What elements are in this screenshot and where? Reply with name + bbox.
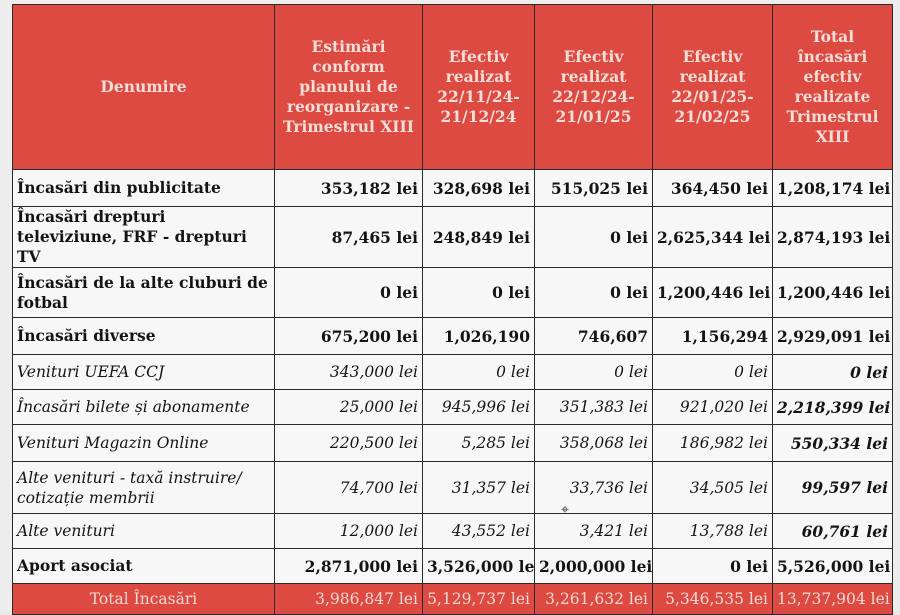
table-row: Venituri UEFA CCJ 343,000 lei 0 lei 0 le… bbox=[12, 354, 893, 390]
cell-value: 921,020 lei bbox=[652, 389, 773, 425]
cell-value: 358,068 lei bbox=[534, 424, 653, 462]
row-label: Încasări bilete și abonamente bbox=[12, 389, 275, 425]
cell-value: 364,450 lei bbox=[652, 169, 773, 207]
header-cell-period-1: Efectiv realizat 22/11/24-21/12/24 bbox=[422, 4, 535, 170]
total-value: 5,346,535 lei bbox=[652, 583, 773, 615]
table-row: Încasări diverse 675,200 lei 1,026,190 7… bbox=[12, 317, 893, 355]
cell-value: 3,526,000 lei bbox=[422, 548, 535, 584]
row-label: Aport asociat bbox=[12, 548, 275, 584]
cell-value: 0 lei bbox=[534, 206, 653, 268]
cell-value: 2,000,000 lei bbox=[534, 548, 653, 584]
cell-value: 0 lei bbox=[652, 354, 773, 390]
row-label: Alte venituri bbox=[12, 513, 275, 549]
total-value: 3,986,847 lei bbox=[274, 583, 423, 615]
cell-value: 343,000 lei bbox=[274, 354, 423, 390]
header-cell-name: Denumire bbox=[12, 4, 275, 170]
cell-value: 0 lei bbox=[534, 354, 653, 390]
cell-value: 1,200,446 lei bbox=[652, 267, 773, 318]
row-label: Încasări din publicitate bbox=[12, 169, 275, 207]
table-row: Alte venituri 12,000 lei 43,552 lei 3,42… bbox=[12, 513, 893, 549]
header-cell-total: Total încasări efectiv realizate Trimest… bbox=[772, 4, 893, 170]
cell-value: 5,285 lei bbox=[422, 424, 535, 462]
total-label: Total Încasări bbox=[12, 583, 275, 615]
table-row: Venituri Magazin Online 220,500 lei 5,28… bbox=[12, 424, 893, 462]
cell-value: 2,218,399 lei bbox=[772, 389, 893, 425]
cell-value: 0 lei bbox=[534, 267, 653, 318]
income-table: Denumire Estimări conform planului de re… bbox=[12, 4, 893, 615]
header-cell-period-2: Efectiv realizat 22/12/24-21/01/25 bbox=[534, 4, 653, 170]
cursor-crosshair-icon: ⌖ bbox=[561, 502, 569, 518]
cell-value: 31,357 lei bbox=[422, 461, 535, 514]
table-row: Încasări bilete și abonamente 25,000 lei… bbox=[12, 389, 893, 425]
cell-value: 1,026,190 bbox=[422, 317, 535, 355]
cell-value: 74,700 lei bbox=[274, 461, 423, 514]
cell-value: 675,200 lei bbox=[274, 317, 423, 355]
cell-value: 0 lei bbox=[652, 548, 773, 584]
cell-value: 1,156,294 bbox=[652, 317, 773, 355]
cell-value: 945,996 lei bbox=[422, 389, 535, 425]
table-row: Aport asociat 2,871,000 lei 3,526,000 le… bbox=[12, 548, 893, 584]
cell-value: 60,761 lei bbox=[772, 513, 893, 549]
header-cell-period-3: Efectiv realizat 22/01/25-21/02/25 bbox=[652, 4, 773, 170]
cell-value: 1,200,446 lei bbox=[772, 267, 893, 318]
row-label: Venituri Magazin Online bbox=[12, 424, 275, 462]
cell-value: 5,526,000 lei bbox=[772, 548, 893, 584]
cell-value: 99,597 lei bbox=[772, 461, 893, 514]
total-row: Total Încasări 3,986,847 lei 5,129,737 l… bbox=[12, 583, 893, 615]
total-value: 13,737,904 lei bbox=[772, 583, 893, 615]
cell-value: 2,871,000 lei bbox=[274, 548, 423, 584]
cell-value: 2,625,344 lei bbox=[652, 206, 773, 268]
cell-value: 43,552 lei bbox=[422, 513, 535, 549]
row-label: Încasări diverse bbox=[12, 317, 275, 355]
cell-value: 328,698 lei bbox=[422, 169, 535, 207]
total-value: 5,129,737 lei bbox=[422, 583, 535, 615]
header-cell-estimate: Estimări conform planului de reorganizar… bbox=[274, 4, 423, 170]
cell-value: 1,208,174 lei bbox=[772, 169, 893, 207]
cell-value: 0 lei bbox=[772, 354, 893, 390]
cell-value: 515,025 lei bbox=[534, 169, 653, 207]
row-label: Venituri UEFA CCJ bbox=[12, 354, 275, 390]
cell-value: 220,500 lei bbox=[274, 424, 423, 462]
total-value: 3,261,632 lei bbox=[534, 583, 653, 615]
table-row: Încasări drepturi televiziune, FRF - dre… bbox=[12, 206, 893, 268]
cell-value: 353,182 lei bbox=[274, 169, 423, 207]
header-row: Denumire Estimări conform planului de re… bbox=[12, 4, 893, 170]
cell-value: 0 lei bbox=[422, 354, 535, 390]
row-label: Încasări drepturi televiziune, FRF - dre… bbox=[12, 206, 275, 268]
cell-value: 248,849 lei bbox=[422, 206, 535, 268]
table-row: Încasări de la alte cluburi de fotbal 0 … bbox=[12, 267, 893, 318]
cell-value: 34,505 lei bbox=[652, 461, 773, 514]
cell-value: 12,000 lei bbox=[274, 513, 423, 549]
table-row: Alte venituri - taxă instruire/ cotizați… bbox=[12, 461, 893, 514]
row-label: Încasări de la alte cluburi de fotbal bbox=[12, 267, 275, 318]
cell-value: 351,383 lei bbox=[534, 389, 653, 425]
cell-value: 87,465 lei bbox=[274, 206, 423, 268]
row-label: Alte venituri - taxă instruire/ cotizați… bbox=[12, 461, 275, 514]
cell-value: 2,874,193 lei bbox=[772, 206, 893, 268]
cell-value: 550,334 lei bbox=[772, 424, 893, 462]
cell-value: 3,421 lei bbox=[534, 513, 653, 549]
cell-value: 186,982 lei bbox=[652, 424, 773, 462]
cell-value: 746,607 bbox=[534, 317, 653, 355]
cell-value: 0 lei bbox=[274, 267, 423, 318]
table-row: Încasări din publicitate 353,182 lei 328… bbox=[12, 169, 893, 207]
cell-value: 25,000 lei bbox=[274, 389, 423, 425]
cell-value: 33,736 lei bbox=[534, 461, 653, 514]
cell-value: 2,929,091 lei bbox=[772, 317, 893, 355]
cell-value: 0 lei bbox=[422, 267, 535, 318]
cell-value: 13,788 lei bbox=[652, 513, 773, 549]
